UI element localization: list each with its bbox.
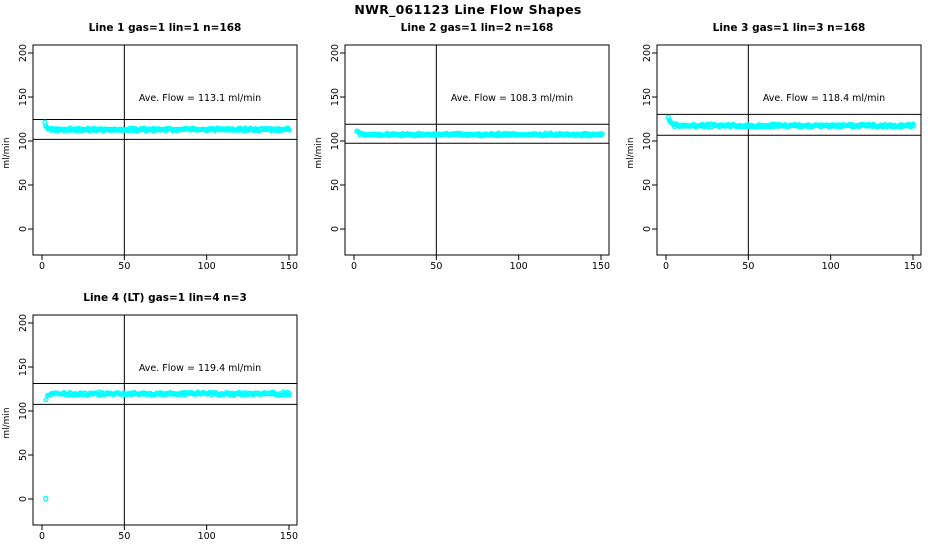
x-tick-label: 0 xyxy=(663,261,669,272)
y-tick-label: 150 xyxy=(330,88,341,106)
y-tick-label: 100 xyxy=(330,132,341,150)
avg-flow-annotation: Ave. Flow = 108.3 ml/min xyxy=(451,93,573,104)
x-tick-label: 50 xyxy=(430,261,442,272)
panel-line2: 0 50 100 150 200 0 50 100 150 Line 2 gas=1 lin=2… xyxy=(312,15,624,289)
y-tick-label: 100 xyxy=(642,132,653,150)
y-tick-label: 0 xyxy=(642,226,653,232)
x-tick-label: 50 xyxy=(742,261,754,272)
y-tick-label: 200 xyxy=(18,314,29,332)
line2-plot: 0 50 100 150 200 0 50 100 150 Line 2 gas=1 lin=2… xyxy=(314,22,610,272)
y-axis-label: ml/min xyxy=(314,137,324,168)
y-tick-label: 200 xyxy=(18,44,29,62)
panel-title: Line 2 gas=1 lin=2 n=168 xyxy=(401,22,554,34)
x-tick-label: 150 xyxy=(904,261,922,272)
x-tick-label: 0 xyxy=(351,261,357,272)
y-tick-label: 100 xyxy=(18,132,29,150)
x-tick-label: 100 xyxy=(198,531,216,540)
y-tick-label: 50 xyxy=(330,179,341,191)
x-tick-label: 50 xyxy=(118,261,130,272)
y-tick-label: 150 xyxy=(18,358,29,376)
x-tick-label: 0 xyxy=(39,261,45,272)
panel-line4: 0 50 100 150 200 0 50 100 150 Line 4 (LT) gas=1 … xyxy=(0,285,312,544)
line1-plot: 0 50 100 150 200 0 50 100 150 Line 1 gas=1 lin=1… xyxy=(2,22,298,272)
x-tick-label: 150 xyxy=(592,261,610,272)
x-tick-label: 150 xyxy=(280,531,298,540)
panel-line1: 0 50 100 150 200 0 50 100 150 Line 1 gas=1 lin=1… xyxy=(0,15,312,289)
x-tick-label: 100 xyxy=(510,261,528,272)
x-tick-label: 100 xyxy=(198,261,216,272)
y-tick-label: 150 xyxy=(18,88,29,106)
x-tick-label: 100 xyxy=(822,261,840,272)
avg-flow-annotation: Ave. Flow = 118.4 ml/min xyxy=(763,93,885,104)
line3-plot: 0 50 100 150 200 0 50 100 150 Line 3 gas=1 lin=3… xyxy=(626,22,922,272)
page-title: NWR_061123 Line Flow Shapes xyxy=(354,2,582,17)
x-tick-label: 0 xyxy=(39,531,45,540)
x-tick-label: 150 xyxy=(280,261,298,272)
y-tick-label: 50 xyxy=(642,179,653,191)
y-tick-label: 50 xyxy=(18,449,29,461)
avg-flow-annotation: Ave. Flow = 113.1 ml/min xyxy=(139,93,261,104)
y-tick-label: 150 xyxy=(642,88,653,106)
panel-line3: 0 50 100 150 200 0 50 100 150 Line 3 gas=1 lin=3… xyxy=(624,15,936,289)
y-tick-label: 200 xyxy=(642,44,653,62)
panel-title: Line 3 gas=1 lin=3 n=168 xyxy=(713,22,866,34)
y-axis-label: ml/min xyxy=(2,407,12,438)
line4-plot: 0 50 100 150 200 0 50 100 150 Line 4 (LT) gas=1 … xyxy=(2,292,298,542)
avg-flow-annotation: Ave. Flow = 119.4 ml/min xyxy=(139,363,261,374)
y-tick-label: 100 xyxy=(18,402,29,420)
y-tick-label: 200 xyxy=(330,44,341,62)
panel-title: Line 4 (LT) gas=1 lin=4 n=3 xyxy=(83,292,247,304)
y-tick-label: 0 xyxy=(18,226,29,232)
y-axis-label: ml/min xyxy=(626,137,636,168)
x-tick-label: 50 xyxy=(118,531,130,540)
y-tick-label: 50 xyxy=(18,179,29,191)
y-tick-label: 0 xyxy=(18,496,29,502)
y-tick-label: 0 xyxy=(330,226,341,232)
y-axis-label: ml/min xyxy=(2,137,12,168)
panel-title: Line 1 gas=1 lin=1 n=168 xyxy=(89,22,242,34)
